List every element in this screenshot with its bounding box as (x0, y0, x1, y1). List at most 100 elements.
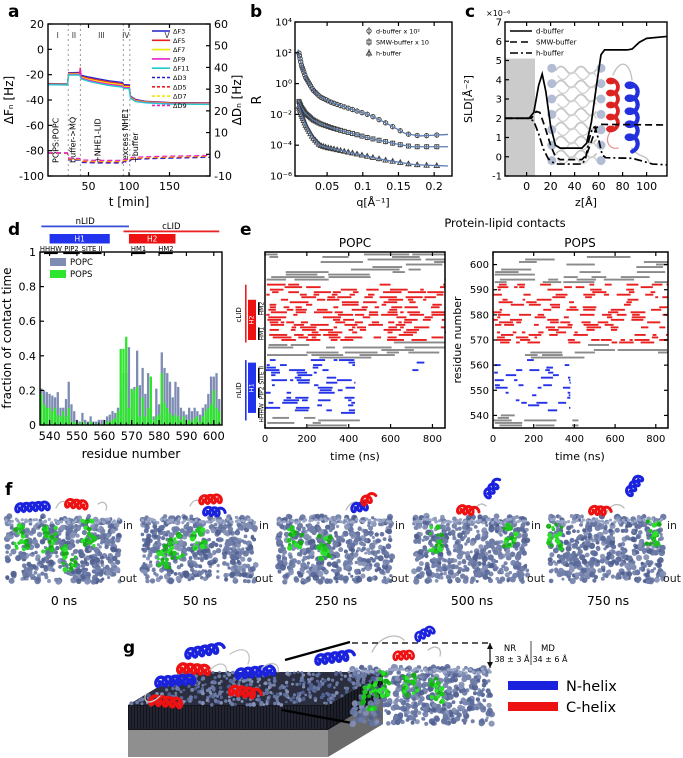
tick-label: 20 (544, 180, 558, 193)
b-ylabel: R (250, 95, 265, 104)
panel-c-sld-chart: -1 0 1 2 3 4 5 6 7 0 20 40 60 80 100 d-buffer SMW-buffer… (462, 9, 668, 209)
legend-entry: ΔD5 (173, 83, 187, 91)
tick-label: 600 (203, 429, 225, 443)
tick-label: 0 (37, 43, 44, 56)
tick-label: 550 (66, 429, 88, 443)
tick-label: 570 (470, 336, 489, 347)
site2-label: SITE II (259, 366, 266, 385)
tick-label: 0.15 (386, 180, 411, 193)
tick-label: 600 (381, 434, 400, 445)
snapshot-time: 500 ns (451, 593, 493, 608)
panel-label-g: g (123, 638, 136, 658)
panel-label-d: d (8, 220, 21, 240)
tick-label: 580 (148, 429, 170, 443)
g-legend-c-helix: C-helix (566, 700, 617, 716)
panel-d-contact-bars: 0 0.2 0.4 0.6 0.8 1 540 550 560 570 580 590 600 nLID c… (0, 217, 225, 461)
legend-entry: ΔD7 (173, 93, 187, 101)
tick-label: 10⁻⁴ (270, 141, 292, 152)
panel-e-contact-rasters: 0 200 400 600 800 0 200 400 600 800 540 550 560 570 58… (235, 216, 669, 463)
hm1-label: HM1 (259, 327, 266, 341)
c-xlabel: z[Å] (575, 196, 597, 209)
pip2-label: PIP2 (259, 386, 266, 399)
tick-label: 600 (606, 434, 625, 445)
panel-label-e: e (240, 220, 252, 240)
tick-label: 50 (82, 180, 96, 193)
g-legend-n-helix: N-helix (566, 679, 617, 695)
tick-label: 100 (636, 180, 657, 193)
tick-label: 540 (470, 411, 489, 422)
tick-label: 20 (214, 105, 228, 118)
snapshot-time: 250 ns (315, 593, 357, 608)
legend-entry: ΔF5 (173, 37, 185, 45)
tick-label: 3 (496, 95, 502, 106)
tick-label: 6 (496, 37, 502, 48)
tick-label: -80 (26, 145, 44, 158)
e-ylabel: residue number (451, 296, 464, 383)
legend-entry: d-buffer x 10² (376, 28, 420, 36)
md-snapshot-4: in out 750 ns (546, 474, 682, 608)
e-popc-xlabel: time (ns) (330, 450, 380, 463)
in-label: in (667, 519, 677, 532)
panel-g-schematic: NR 38 ± 3 Å MD 34 ± 6 Å N-helix C-helix (128, 625, 617, 757)
tick-label: -100 (19, 170, 44, 183)
g-md-value: 34 ± 6 Å (532, 653, 568, 664)
panel-b-reflectivity-chart: 10⁴ 10² 10⁰ 10⁻² 10⁻⁴ 10⁻⁶ 0.05 0.1 0.15 0.2 d-buf… (250, 18, 453, 209)
tick-label: 40 (568, 180, 582, 193)
tick-label: 100 (119, 180, 140, 193)
in-label: in (395, 519, 405, 532)
in-label: in (259, 519, 269, 532)
panel-label-c: c (465, 2, 476, 22)
phase-label: +buffer (131, 132, 140, 163)
tick-label: 570 (121, 429, 143, 443)
tick-label: 200 (297, 434, 316, 445)
a-ylabel-left: ΔFₙ [Hz] (2, 76, 16, 124)
tick-label: 590 (175, 429, 197, 443)
tick-label: 540 (39, 429, 61, 443)
phase-label: POPS:POPC (51, 117, 60, 163)
tick-label: 5 (496, 56, 502, 67)
legend-entry: ΔD3 (173, 74, 187, 82)
tick-label: 4 (496, 75, 502, 86)
tick-label: 10⁻² (270, 110, 292, 121)
tick-label: 0.2 (19, 384, 37, 397)
tick-label: 400 (565, 434, 584, 445)
panel-label-a: a (8, 2, 20, 22)
tick-label: 10⁰ (275, 79, 292, 90)
md-snapshot-0: in out 0 ns (3, 497, 138, 608)
h2-label: H2 (248, 315, 256, 324)
region-label: II (72, 31, 76, 40)
e-pops-title: POPS (564, 236, 596, 250)
tick-label: 10⁻⁶ (270, 172, 292, 183)
e-pops-xlabel: time (ns) (555, 450, 605, 463)
tick-label: 2 (496, 114, 502, 125)
hhhw-label: HHHW (259, 403, 266, 423)
tick-label: 20 (30, 18, 44, 31)
tick-label: 400 (339, 434, 358, 445)
b-xlabel: q[Å⁻¹] (356, 196, 389, 209)
tick-label: 1 (496, 133, 502, 144)
nlid-label: nLID (235, 382, 243, 398)
tick-label: 0.4 (19, 350, 37, 363)
snapshot-time: 0 ns (51, 593, 77, 608)
in-label: in (123, 519, 133, 532)
md-snapshot-3: in out 500 ns (411, 477, 546, 608)
tick-label: 60 (214, 18, 228, 31)
legend-entry: ΔF9 (173, 55, 185, 63)
out-label: out (119, 572, 138, 585)
c-scale-note: ×10⁻⁶ (486, 9, 510, 18)
snapshot-time: 750 ns (587, 593, 629, 608)
legend-entry: POPS (70, 270, 92, 280)
md-snapshot-2: in out 250 ns (275, 492, 410, 608)
region-label: V (164, 31, 170, 40)
clid-label: cLID (162, 222, 181, 232)
md-snapshot-1: in out 50 ns (139, 493, 274, 608)
tick-label: 60 (592, 180, 606, 193)
legend-entry: h-buffer (536, 50, 564, 58)
legend-entry: ΔD9 (173, 102, 187, 110)
panel-label-b: b (250, 2, 263, 22)
tick-label: 0 (496, 152, 502, 163)
region-label: I (57, 31, 59, 40)
tick-label: 800 (423, 434, 442, 445)
